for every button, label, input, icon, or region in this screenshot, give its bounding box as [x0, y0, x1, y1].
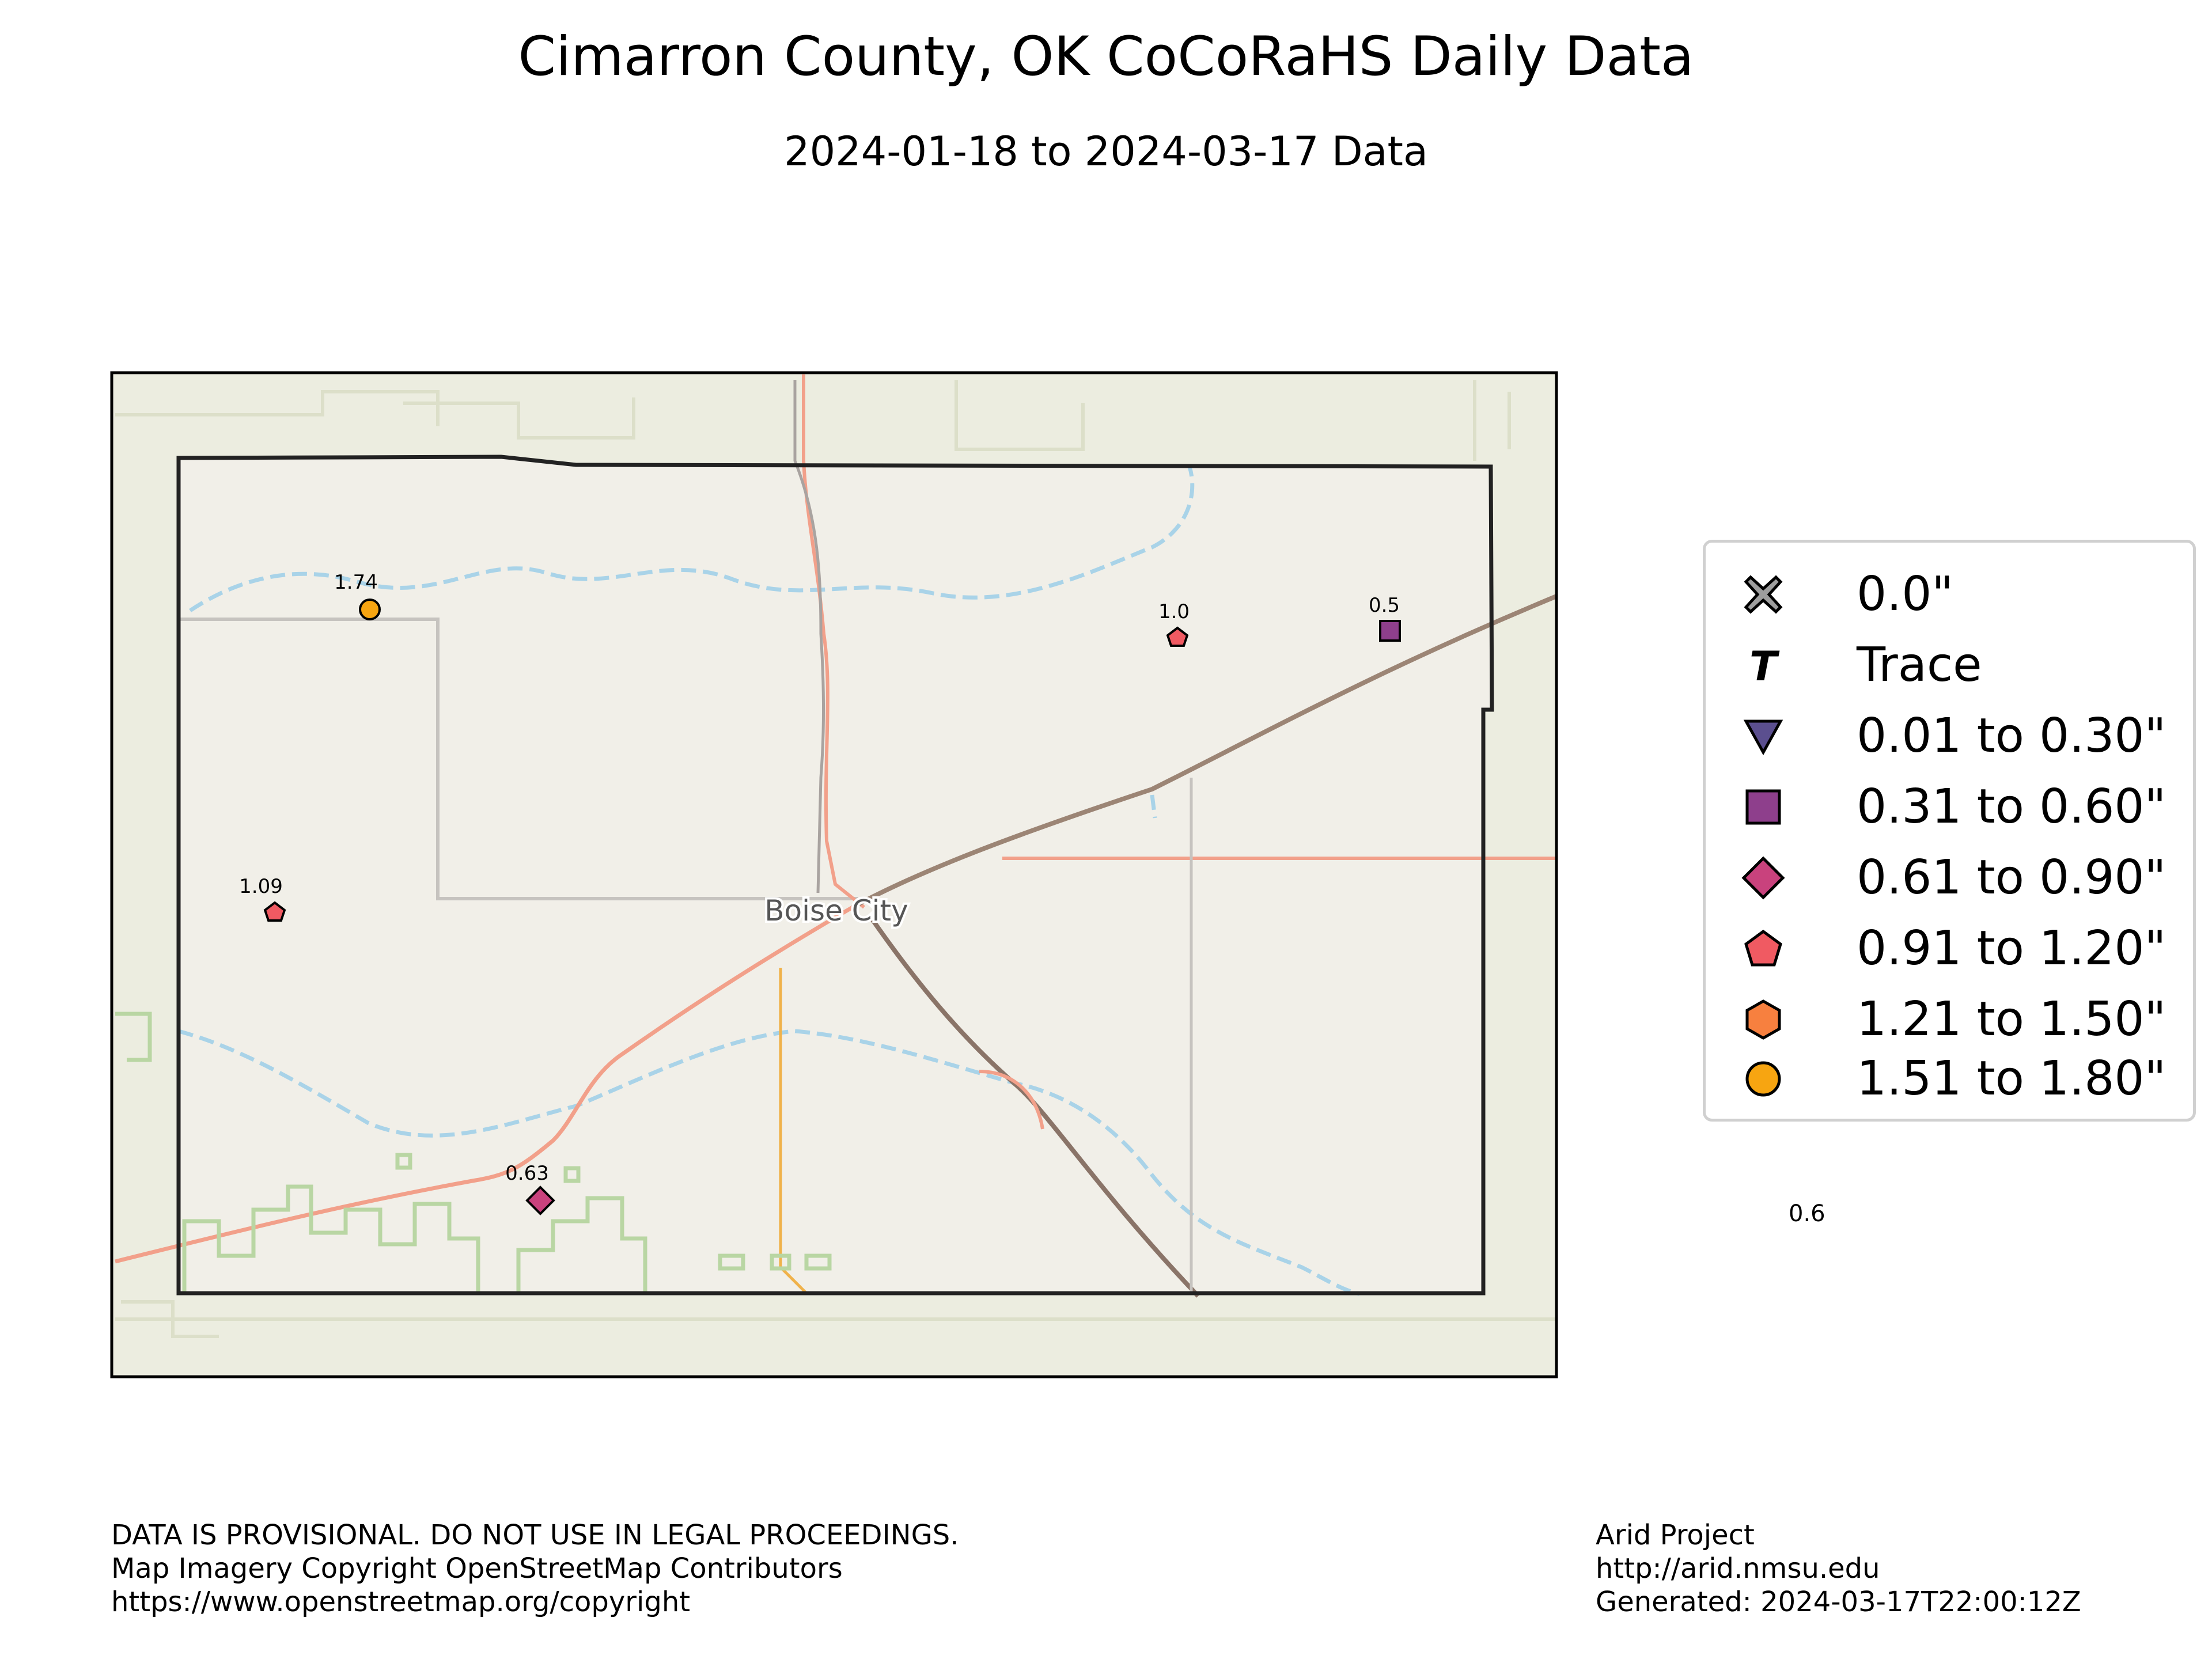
place-label-boise-city: Boise City — [764, 894, 908, 927]
legend-item: 0.91 to 1.20" — [1706, 914, 2193, 983]
station-marker: 1.74 — [334, 571, 381, 620]
station-value-label: 1.09 — [239, 875, 283, 898]
rivers — [178, 465, 1360, 1296]
legend-label: 0.91 to 1.20" — [1857, 921, 2166, 976]
diamond-icon — [1741, 856, 1785, 900]
legend-item: 0.61 to 0.90" — [1706, 843, 2193, 912]
pentagon-icon — [1744, 929, 1782, 967]
stray-value-label: 0.6 — [1789, 1200, 1825, 1227]
x-icon — [1744, 575, 1783, 614]
rail-ns — [793, 380, 825, 893]
svg-text:T: T — [1749, 643, 1780, 688]
highway-sw — [115, 905, 854, 1264]
legend-item: 1.51 to 1.80" — [1706, 1044, 2193, 1113]
station-symbol-pentagon — [1166, 626, 1189, 647]
highway-ns — [802, 374, 865, 909]
station-value-label: 0.63 — [505, 1162, 549, 1185]
station-value-label: 0.5 — [1369, 594, 1400, 617]
map-title: Cimarron County, OK CoCoRaHS Daily Data — [518, 25, 1694, 88]
highway-se-curve — [979, 1070, 1044, 1130]
station-marker: 0.5 — [1369, 594, 1401, 642]
square-icon — [1745, 789, 1781, 825]
footer-right: Arid Project http://arid.nmsu.edu Genera… — [1596, 1518, 2081, 1619]
legend-label: 0.01 to 0.30" — [1857, 709, 2166, 763]
county-boundary — [176, 454, 1494, 1296]
field-outlines — [115, 380, 1555, 1338]
station-symbol-square — [1379, 620, 1401, 642]
station-markers: 1.74 1.0 0.5 1.09 0.63 — [239, 571, 1401, 1215]
legend-label: 0.0" — [1857, 567, 1954, 622]
county-area — [179, 457, 1492, 1293]
legend-item: 1.21 to 1.50" — [1706, 985, 2193, 1054]
map-frame — [110, 371, 1558, 1378]
triangle-down-icon — [1743, 719, 1783, 756]
railroad-ne — [851, 594, 1556, 910]
county-road — [179, 618, 858, 900]
station-symbol-diamond — [525, 1185, 555, 1215]
station-symbol-circle — [359, 599, 381, 620]
station-value-label: 1.74 — [334, 571, 378, 594]
footer-project: Arid Project — [1596, 1519, 1755, 1551]
station-marker: 0.63 — [505, 1162, 555, 1215]
map-subtitle: 2024-01-18 to 2024-03-17 Data — [784, 128, 1428, 175]
legend-label: 1.51 to 1.80" — [1857, 1051, 2166, 1106]
station-marker: 1.0 — [1158, 600, 1190, 647]
footer-disclaimer: DATA IS PROVISIONAL. DO NOT USE IN LEGAL… — [111, 1519, 959, 1551]
footer-copyright: Map Imagery Copyright OpenStreetMap Cont… — [111, 1552, 843, 1585]
trace-t-icon: T — [1749, 643, 1780, 688]
legend-item: 0.0" — [1706, 560, 2193, 629]
hexagon-icon — [1745, 999, 1781, 1040]
station-symbol-pentagon — [263, 901, 286, 922]
grassland-patches — [115, 1012, 832, 1293]
legend-label: Trace — [1857, 638, 1982, 692]
footer-left: DATA IS PROVISIONAL. DO NOT USE IN LEGAL… — [111, 1518, 959, 1619]
legend-label: 0.61 to 0.90" — [1857, 850, 2166, 905]
footer-generated: Generated: 2024-03-17T22:00:12Z — [1596, 1586, 2081, 1618]
footer-project-url: http://arid.nmsu.edu — [1596, 1552, 1880, 1585]
circle-icon — [1745, 1061, 1781, 1097]
legend-item: T Trace — [1706, 631, 2193, 700]
station-marker: 1.09 — [239, 875, 286, 922]
railroad-se — [868, 914, 1200, 1298]
footer-copyright-url: https://www.openstreetmap.org/copyright — [111, 1586, 691, 1618]
legend-item: 0.01 to 0.30" — [1706, 702, 2193, 771]
legend-label: 1.21 to 1.50" — [1857, 992, 2166, 1047]
basemap: Boise City — [112, 373, 1556, 1377]
legend-label: 0.31 to 0.60" — [1857, 779, 2166, 834]
station-value-label: 1.0 — [1158, 600, 1190, 623]
legend: 0.0" T Trace 0.01 to 0.30" 0.31 to 0.60"… — [1703, 540, 2196, 1122]
legend-item: 0.31 to 0.60" — [1706, 772, 2193, 842]
